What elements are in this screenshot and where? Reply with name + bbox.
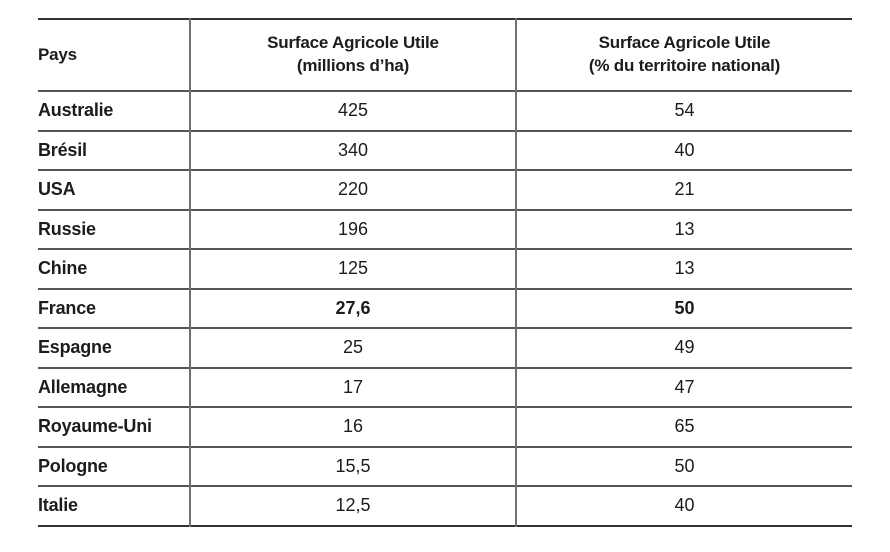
cell-sau-pct: 65	[515, 406, 852, 447]
cell-pays: France	[38, 287, 190, 328]
cell-sau-mha: 25	[189, 327, 516, 368]
table-row-australie: Australie 425 54	[38, 90, 852, 131]
cell-pays: Italie	[38, 485, 190, 526]
cell-pays: Chine	[38, 248, 190, 289]
cell-sau-pct: 49	[515, 327, 852, 368]
cell-sau-mha: 16	[189, 406, 516, 447]
cell-pays: Allemagne	[38, 366, 190, 407]
cell-sau-mha: 125	[189, 248, 516, 289]
table-header: Pays Surface Agricole Utile (millions d’…	[38, 19, 852, 91]
header-row: Pays Surface Agricole Utile (millions d’…	[38, 19, 852, 91]
cell-sau-mha: 12,5	[189, 485, 516, 526]
cell-sau-mha: 340	[189, 129, 516, 170]
table-row-italie: Italie 12,5 40	[38, 485, 852, 526]
header-label-sau: Surface Agricole Utile	[267, 33, 439, 53]
header-label-sau: Surface Agricole Utile	[598, 33, 771, 53]
cell-sau-mha: 27,6	[189, 287, 516, 328]
table-row-royaume-uni: Royaume-Uni 16 65	[38, 406, 852, 447]
cell-pays: Brésil	[38, 129, 190, 170]
header-sublabel-mha: (millions d’ha)	[296, 56, 410, 75]
cell-sau-pct: 47	[515, 366, 852, 407]
cell-sau-pct: 13	[515, 248, 852, 289]
table-row-bresil: Brésil 340 40	[38, 129, 852, 170]
cell-sau-mha: 220	[189, 169, 516, 210]
table-row-espagne: Espagne 25 49	[38, 327, 852, 368]
header-label-pays: Pays	[38, 45, 77, 64]
table-row-usa: USA 220 21	[38, 169, 852, 210]
cell-pays: Royaume-Uni	[38, 406, 190, 447]
cell-pays: Australie	[38, 90, 190, 131]
cell-sau-pct: 21	[515, 169, 852, 210]
cell-sau-mha: 196	[189, 208, 516, 249]
header-cell-sau-pct: Surface Agricole Utile (% du territoire …	[515, 19, 852, 91]
cell-sau-pct: 40	[515, 485, 852, 526]
cell-sau-pct: 54	[515, 90, 852, 131]
table-body: Australie 425 54 Brésil 340 40 USA 220 2…	[38, 90, 852, 526]
cell-sau-pct: 50	[515, 445, 852, 486]
sau-table-container: Pays Surface Agricole Utile (millions d’…	[38, 18, 852, 527]
cell-pays: Espagne	[38, 327, 190, 368]
cell-pays: Russie	[38, 208, 190, 249]
cell-sau-mha: 15,5	[189, 445, 516, 486]
cell-sau-mha: 425	[189, 90, 516, 131]
header-cell-pays: Pays	[38, 19, 190, 91]
cell-sau-pct: 40	[515, 129, 852, 170]
cell-pays: USA	[38, 169, 190, 210]
cell-pays: Pologne	[38, 445, 190, 486]
table-row-russie: Russie 196 13	[38, 208, 852, 249]
header-cell-sau-mha: Surface Agricole Utile (millions d’ha)	[189, 19, 516, 91]
cell-sau-pct: 13	[515, 208, 852, 249]
sau-table: Pays Surface Agricole Utile (millions d’…	[38, 18, 852, 527]
cell-sau-pct: 50	[515, 287, 852, 328]
table-row-chine: Chine 125 13	[38, 248, 852, 289]
cell-sau-mha: 17	[189, 366, 516, 407]
table-row-allemagne: Allemagne 17 47	[38, 366, 852, 407]
table-row-france: France 27,6 50	[38, 287, 852, 328]
table-row-pologne: Pologne 15,5 50	[38, 445, 852, 486]
header-sublabel-pct: (% du territoire national)	[588, 56, 781, 75]
